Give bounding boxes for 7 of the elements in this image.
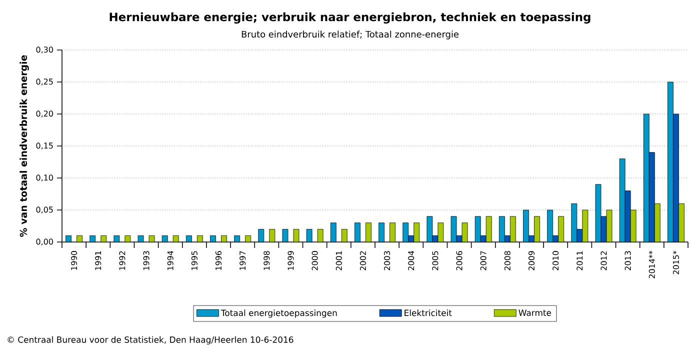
- text: © Centraal Bureau voor de Statistiek, Den Haag/Heerlen 10-6-2016: [8, 336, 294, 344]
- legend-label: Warmte: [518, 310, 552, 316]
- chart-title: Hernieuwbare energie; verbruik naar energiebron, techniek en toepassing: [110, 12, 590, 24]
- legend-label: Totaal energietoepassingen: [220, 310, 337, 318]
- chart-subtitle: Bruto eindverbruik relatief; Totaal zonne-energie: [242, 30, 459, 40]
- y-axis-title: % van totaal eindverbruik energie: [20, 55, 29, 237]
- legend-label: Elektriciteit: [404, 310, 452, 316]
